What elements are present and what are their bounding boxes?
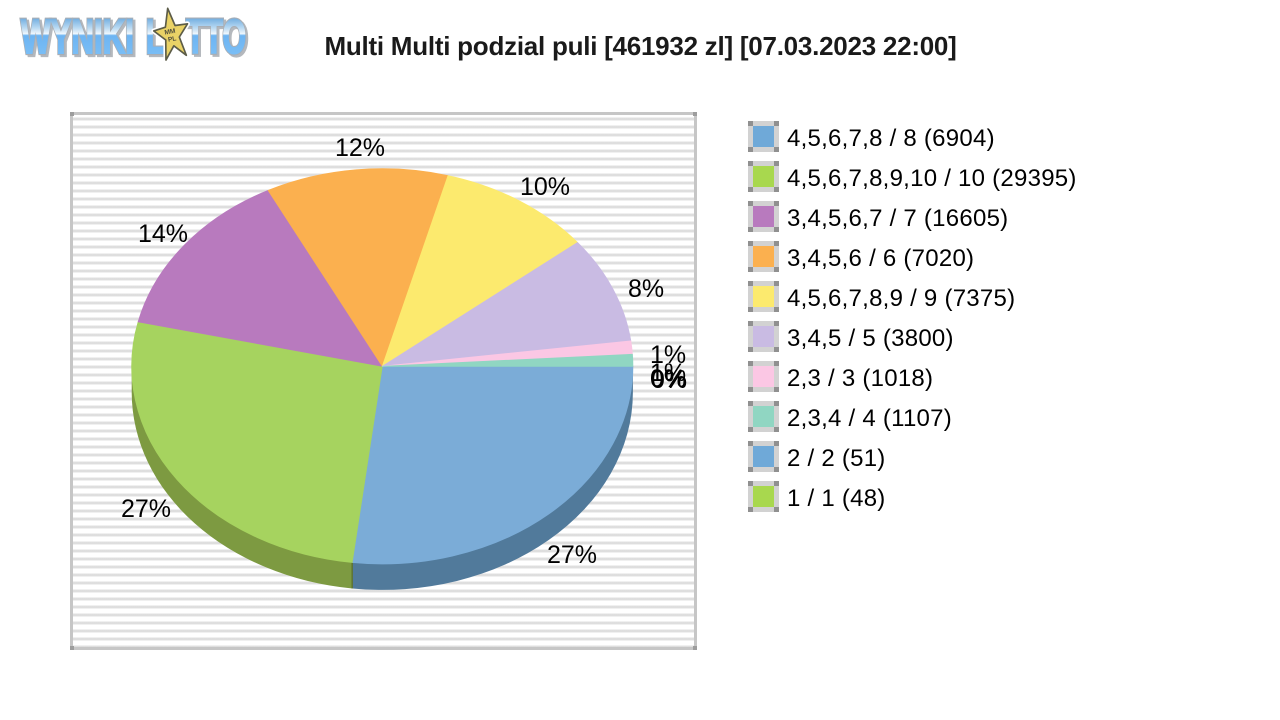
- svg-text:TTO: TTO: [188, 13, 248, 66]
- svg-text:L: L: [146, 11, 164, 64]
- svg-text:WYNIKI: WYNIKI: [21, 11, 134, 64]
- svg-text:TTO: TTO: [186, 11, 246, 64]
- svg-text:TTO: TTO: [186, 11, 246, 64]
- svg-text:WYNIKI: WYNIKI: [21, 11, 134, 64]
- svg-text:WYNIKI: WYNIKI: [23, 13, 136, 66]
- svg-text:L: L: [146, 11, 164, 64]
- svg-text:MM: MM: [164, 28, 177, 37]
- svg-text:PL: PL: [167, 35, 177, 43]
